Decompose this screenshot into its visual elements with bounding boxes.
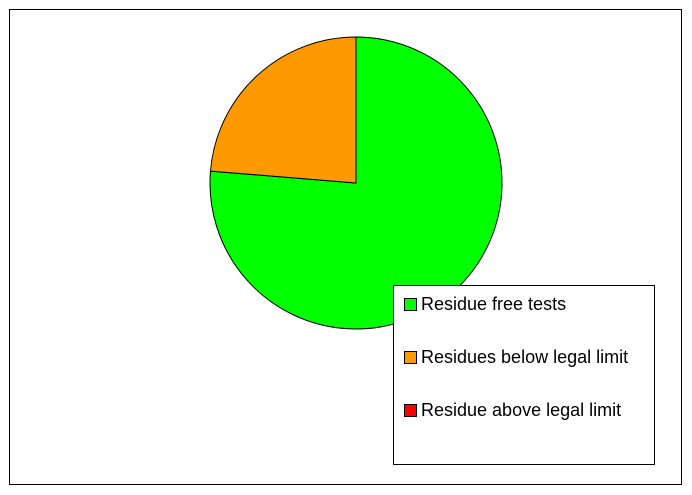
legend-item: Residue free tests [404, 292, 652, 317]
legend-item: Residue above legal limit [404, 398, 652, 423]
legend: Residue free tests Residues below legal l… [393, 285, 655, 465]
legend-label: Residue above legal limit [421, 400, 622, 420]
pie-slice [209, 36, 357, 184]
legend-swatch [404, 404, 417, 417]
legend-label: Residue free tests [421, 294, 567, 314]
legend-item: Residues below legal limit [404, 345, 652, 370]
legend-swatch [404, 298, 417, 311]
legend-swatch [404, 351, 417, 364]
legend-label: Residues below legal limit [421, 347, 629, 367]
